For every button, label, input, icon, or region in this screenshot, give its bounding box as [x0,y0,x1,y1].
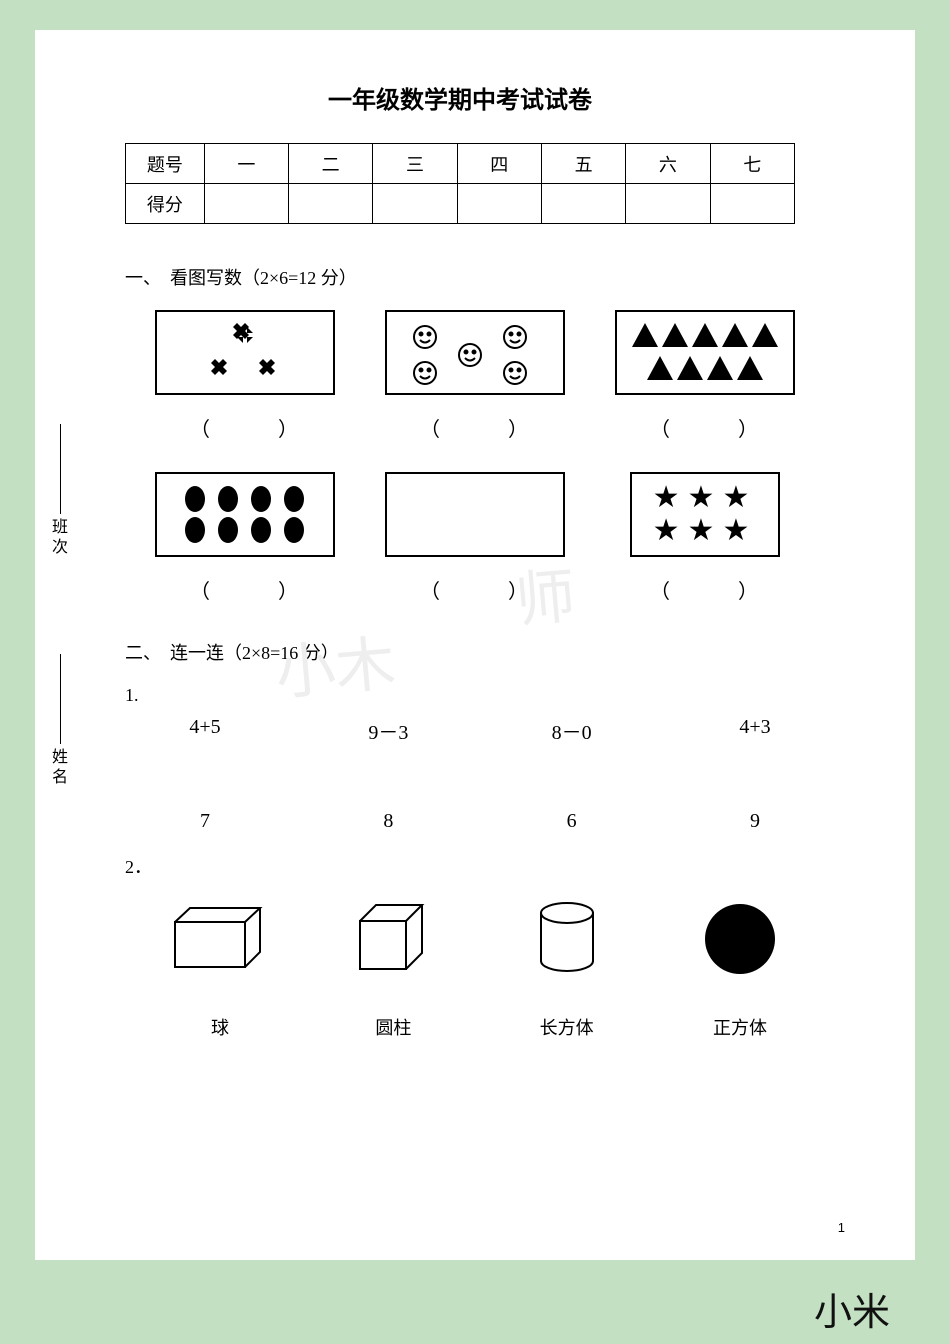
shape-label-1: 球 [145,1014,295,1040]
figure-col-2: （ ） [375,310,575,442]
smiley-icons [395,317,555,388]
td-score-label: 得分 [126,184,205,224]
score-blank[interactable] [541,184,625,224]
expr-row: 4+5 9－3 8－0 4+3 [145,716,815,745]
figure-row-2: （ ） （ ） ★★★ ★★★ （ ） [145,472,805,604]
class-label: 班次 [49,518,66,558]
score-table: 题号 一 二 三 四 五 六 七 得分 [125,143,795,224]
shape-cylinder [492,899,642,984]
star-row-2: ★★★ [653,516,758,546]
figure-col-3: （ ） [605,310,805,442]
figure-col-6: ★★★ ★★★ （ ） [605,472,805,604]
section2-sub2: 2． [125,853,855,879]
oval-row-2 [180,516,310,544]
th-7: 七 [710,144,794,184]
answer-blank[interactable]: （ ） [650,413,760,442]
ans-1: 7 [145,810,265,833]
exam-paper: 一年级数学期中考试试卷 题号 一 二 三 四 五 六 七 得分 班次 姓名 一、 [35,30,915,1260]
expr-2: 9－3 [328,716,448,745]
answer-blank[interactable]: （ ） [420,575,530,604]
cuboid-icon [165,902,275,977]
shape-labels-row: 球 圆柱 长方体 正方体 [145,1014,815,1040]
signature: 小米 [814,1281,890,1336]
cube-icon [348,899,438,979]
th-4: 四 [457,144,541,184]
shapes-row [145,899,815,984]
th-num: 题号 [126,144,205,184]
figure-box-stars: ★★★ ★★★ [630,472,780,557]
shape-cuboid [145,902,295,982]
section2-sub1: 1. [125,685,855,706]
ans-3: 6 [512,810,632,833]
answer-blank[interactable]: （ ） [190,413,300,442]
score-blank[interactable] [457,184,541,224]
figure-col-4: （ ） [145,472,345,604]
page-number: 1 [838,1220,845,1235]
section1-heading: 一、 看图写数（2×6=12 分） [125,264,855,290]
answer-blank[interactable]: （ ） [190,575,300,604]
triangle-row-2 [645,354,765,384]
expr-3: 8－0 [512,716,632,745]
ans-4: 9 [695,810,815,833]
sphere-icon [700,899,780,979]
th-3: 三 [373,144,457,184]
th-5: 五 [541,144,625,184]
diamond-icons [175,317,315,388]
cylinder-icon [527,899,607,979]
th-6: 六 [626,144,710,184]
figure-row-1: （ ） （ ） [145,310,805,442]
sidebar-name-field[interactable]: 姓名 [45,650,69,788]
shape-label-2: 圆柱 [318,1014,468,1040]
ans-2: 8 [328,810,448,833]
score-blank[interactable] [204,184,288,224]
shape-sphere [665,899,815,984]
score-table-score-row: 得分 [126,184,795,224]
triangle-row-1 [630,321,780,351]
shape-cube [318,899,468,984]
expr-1: 4+5 [145,716,265,745]
figure-box-empty [385,472,565,557]
star-row-1: ★★★ [653,483,758,513]
figure-box-triangles [615,310,795,395]
oval-row-1 [180,485,310,513]
th-1: 一 [204,144,288,184]
section2-heading: 二、 连一连（2×8=16 分） [125,639,855,665]
shape-label-4: 正方体 [665,1014,815,1040]
answer-blank[interactable]: （ ） [420,413,530,442]
exam-title: 一年级数学期中考试试卷 [65,80,855,115]
score-blank[interactable] [626,184,710,224]
figure-box-ovals [155,472,335,557]
figure-box-smileys [385,310,565,395]
score-blank[interactable] [710,184,794,224]
shape-label-3: 长方体 [492,1014,642,1040]
score-table-header-row: 题号 一 二 三 四 五 六 七 [126,144,795,184]
ans-row: 7 8 6 9 [145,810,815,833]
expr-4: 4+3 [695,716,815,745]
figure-col-1: （ ） [145,310,345,442]
answer-blank[interactable]: （ ） [650,575,760,604]
name-label: 姓名 [49,748,66,788]
figure-box-diamonds [155,310,335,395]
score-blank[interactable] [289,184,373,224]
score-blank[interactable] [373,184,457,224]
th-2: 二 [289,144,373,184]
sidebar-class-field[interactable]: 班次 [45,420,69,558]
figure-col-5: （ ） [375,472,575,604]
